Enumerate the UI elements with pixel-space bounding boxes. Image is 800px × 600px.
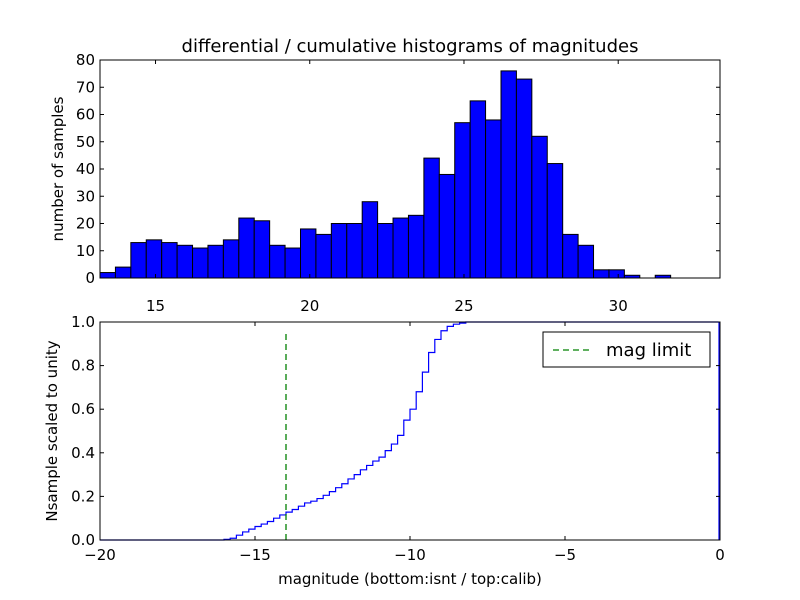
histogram-x-tick-label: 25 [454, 297, 473, 315]
histogram-bar [438, 173, 456, 279]
histogram-bar [346, 223, 363, 279]
cumulative-x-tick-label: −10 [394, 546, 426, 564]
histogram-bar [577, 244, 595, 279]
cumulative-y-tick-label: 1.0 [71, 313, 95, 331]
histogram-bar [423, 157, 440, 279]
histogram-bar [377, 223, 394, 279]
histogram-y-tick-label: 10 [76, 242, 95, 260]
histogram-bar [299, 228, 317, 279]
cumulative-y-tick-label: 0.4 [71, 444, 95, 462]
histogram-bar [192, 247, 209, 279]
histogram-bar [407, 214, 425, 279]
histogram-bar [238, 217, 255, 279]
histogram-x-tick-label: 30 [609, 297, 628, 315]
histogram-bars [99, 70, 672, 279]
histogram-bar [207, 244, 224, 279]
cumulative-x-tick-label: 0 [715, 546, 725, 564]
histogram-bar [253, 220, 271, 279]
histogram-bar [515, 78, 533, 279]
histogram-bar [454, 122, 471, 279]
histogram-bar [608, 269, 625, 279]
histogram-y-tick-label: 0 [85, 269, 95, 287]
histogram-ticks: 15 20 25 30 0 10 20 30 40 50 60 70 80 [76, 51, 720, 315]
histogram-bar [315, 233, 332, 279]
histogram-bar [99, 272, 116, 279]
chart-title: differential / cumulative histograms of … [182, 36, 639, 57]
cumulative-y-tick-label: 0.6 [71, 400, 95, 418]
cumulative-y-tick-label: 0.2 [71, 487, 95, 505]
cumulative-lines [100, 321, 720, 541]
histogram-bar [562, 233, 579, 279]
cumulative-x-tick-label: −20 [84, 546, 116, 564]
histogram-x-tick-label: 20 [300, 297, 319, 315]
histogram-bar [130, 242, 147, 279]
cumulative-y-tick-label: 0.8 [71, 357, 95, 375]
histogram-bar [284, 247, 301, 279]
histogram-bar [485, 119, 502, 279]
histogram-bar [114, 266, 132, 279]
histogram-bar [361, 201, 379, 279]
histogram-bar [330, 223, 348, 279]
legend-box [542, 331, 711, 368]
histogram-y-tick-label: 60 [76, 106, 95, 124]
histogram-y-tick-label: 80 [76, 51, 95, 69]
cumulative-x-tick-label: −5 [554, 546, 576, 564]
histogram-bar [546, 163, 564, 279]
histogram-y-tick-label: 30 [76, 187, 95, 205]
histogram-y-tick-label: 50 [76, 133, 95, 151]
cumulative-ticks: −20 −15 −10 −5 0 0.0 0.2 0.4 0.6 0.8 1.0 [71, 313, 725, 564]
histogram-y-label: number of samples [49, 96, 67, 241]
histogram-x-tick-label: 15 [146, 297, 165, 315]
cumulative-x-tick-label: −15 [239, 546, 271, 564]
histogram-bar [500, 70, 517, 279]
histogram-bar [145, 239, 163, 279]
histogram-bar [593, 269, 610, 279]
histogram-y-tick-label: 40 [76, 160, 95, 178]
histogram-bar [269, 244, 286, 279]
cumulative-y-tick-label: 0.0 [71, 531, 95, 549]
histogram-y-tick-label: 70 [76, 78, 95, 96]
cumulative-y-label: Nsample scaled to unity [43, 340, 61, 521]
histogram-bar [161, 242, 178, 279]
cumulative-step-line [100, 321, 719, 541]
cumulative-x-label: magnitude (bottom:isnt / top:calib) [278, 570, 542, 588]
legend-label-mag-limit: mag limit [606, 340, 691, 361]
cumulative-panel: −20 −15 −10 −5 0 0.0 0.2 0.4 0.6 0.8 1.0 Nsample s… [43, 313, 725, 588]
histogram-bar [222, 239, 240, 279]
histogram-panel: differential / cumulative histograms of … [49, 36, 721, 315]
histogram-bar [531, 135, 548, 279]
histogram-bar [176, 244, 194, 279]
legend: mag limit [542, 331, 711, 368]
histogram-y-tick-label: 20 [76, 215, 95, 233]
histogram-bar [392, 217, 409, 279]
histogram-bar [469, 100, 487, 279]
